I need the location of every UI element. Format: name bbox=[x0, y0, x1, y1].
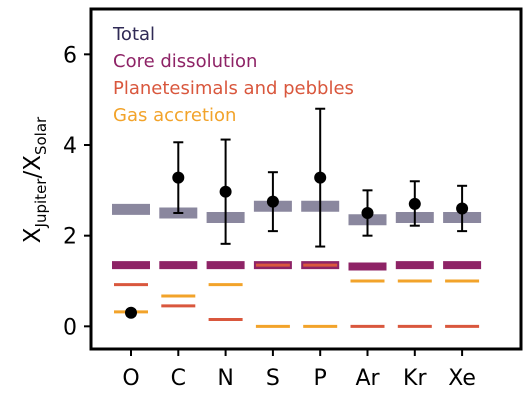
x-tick-label: Xe bbox=[448, 366, 476, 391]
y-axis-label: XJupiter/XSolar bbox=[20, 116, 50, 243]
model-bars bbox=[112, 200, 482, 328]
observation-point-N bbox=[219, 185, 232, 198]
y-tick-label: 6 bbox=[63, 43, 77, 68]
y-axis-ticks: 0 2 4 6 bbox=[63, 43, 91, 340]
legend-entry-planetesimals-and-pebbles: Planetesimals and pebbles bbox=[113, 78, 354, 99]
observation-point-Xe bbox=[456, 202, 469, 215]
y-tick-label: 0 bbox=[63, 315, 77, 340]
legend: Total Core dissolution Planetesimals and p… bbox=[112, 24, 354, 126]
x-tick-label: C bbox=[171, 366, 186, 391]
x-tick-label: S bbox=[266, 366, 280, 391]
observation-point-P bbox=[314, 171, 327, 184]
x-tick-label: N bbox=[217, 366, 233, 391]
y-tick-label: 2 bbox=[63, 225, 77, 250]
plot-frame bbox=[89, 7, 523, 351]
observation-point-O bbox=[125, 306, 137, 319]
x-axis-ticks: O C N S P Ar Kr Xe bbox=[122, 349, 476, 391]
observation-point-Kr bbox=[408, 197, 421, 210]
observation-point-S bbox=[266, 195, 279, 208]
y-tick-label: 4 bbox=[63, 134, 77, 159]
x-tick-label: Ar bbox=[355, 366, 380, 391]
legend-entry-core-dissolution: Core dissolution bbox=[113, 51, 257, 72]
observation-point-C bbox=[172, 171, 185, 184]
legend-entry-gas-accretion: Gas accretion bbox=[113, 105, 236, 126]
observation-points bbox=[125, 107, 469, 319]
x-tick-label: O bbox=[122, 366, 139, 391]
legend-entry-total: Total bbox=[112, 24, 155, 45]
observation-point-Ar bbox=[361, 207, 374, 219]
x-tick-label: Kr bbox=[403, 366, 427, 391]
x-tick-label: P bbox=[314, 366, 327, 391]
